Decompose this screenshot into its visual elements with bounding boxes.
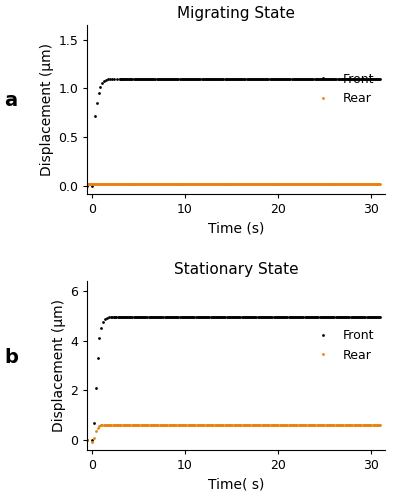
Front <box>224 76 229 82</box>
Rear <box>378 422 383 428</box>
Rear <box>185 422 190 428</box>
Text: a: a <box>4 92 17 110</box>
X-axis label: Time (s): Time (s) <box>208 221 264 235</box>
Front <box>359 76 364 82</box>
Rear <box>85 182 90 188</box>
Rear <box>99 422 104 428</box>
Front <box>101 320 106 326</box>
Title: Stationary State: Stationary State <box>174 262 299 278</box>
Rear <box>264 182 269 188</box>
Legend: Front, Rear: Front, Rear <box>308 68 379 110</box>
Rear <box>212 422 217 428</box>
Front <box>258 314 263 320</box>
Front <box>190 314 195 320</box>
Front <box>271 76 276 82</box>
Front <box>85 437 90 443</box>
Y-axis label: Displacement (μm): Displacement (μm) <box>52 299 66 432</box>
Legend: Front, Rear: Front, Rear <box>308 324 379 366</box>
X-axis label: Time( s): Time( s) <box>208 478 264 492</box>
Rear <box>85 437 90 443</box>
Line: Front: Front <box>86 77 382 187</box>
Front <box>378 76 383 82</box>
Y-axis label: Displacement (μm): Displacement (μm) <box>40 43 54 176</box>
Front <box>109 76 114 82</box>
Rear <box>247 422 252 428</box>
Rear <box>258 182 263 188</box>
Front <box>362 76 367 82</box>
Rear <box>90 439 94 445</box>
Title: Migrating State: Migrating State <box>177 6 295 21</box>
Front <box>219 314 224 320</box>
Line: Front: Front <box>86 315 382 442</box>
Rear <box>245 422 249 428</box>
Front <box>214 76 219 82</box>
Front <box>112 314 117 320</box>
Front <box>378 314 383 320</box>
Rear <box>86 182 91 188</box>
Front <box>204 314 208 320</box>
Front <box>274 314 279 320</box>
Front <box>313 76 318 82</box>
Rear <box>171 422 175 428</box>
Rear <box>260 182 264 188</box>
Line: Rear: Rear <box>86 183 382 186</box>
Rear <box>351 182 355 188</box>
Rear <box>378 182 383 188</box>
Text: b: b <box>4 348 18 366</box>
Line: Rear: Rear <box>86 424 382 444</box>
Rear <box>332 182 337 188</box>
Rear <box>122 422 127 428</box>
Front <box>85 183 90 189</box>
